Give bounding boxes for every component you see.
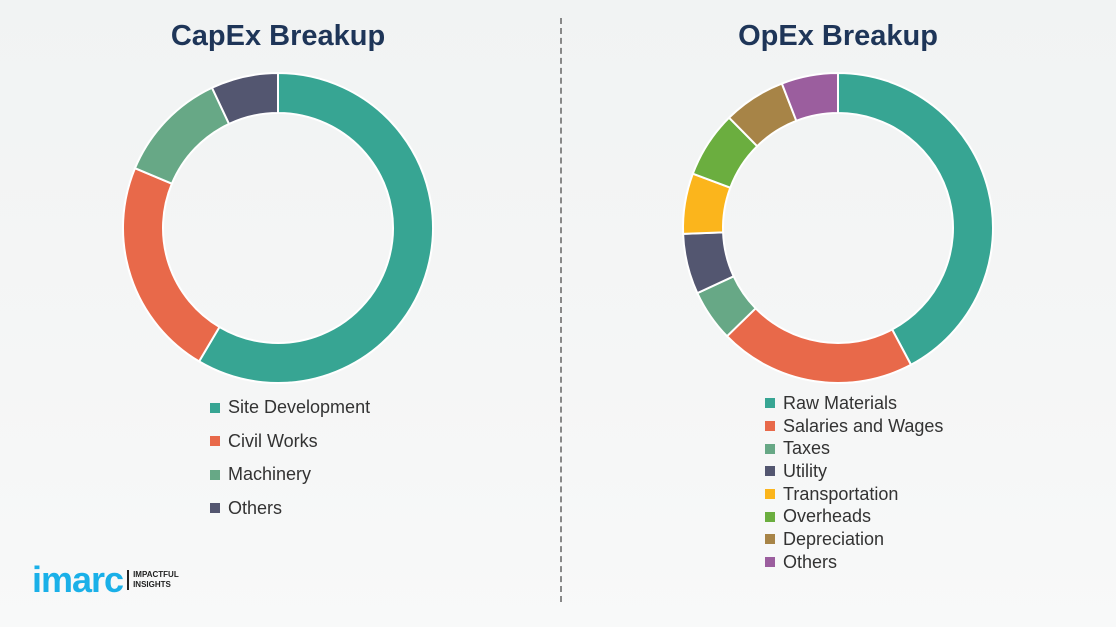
legend-label: Depreciation [783, 528, 885, 549]
legend-swatch [765, 466, 775, 477]
legend-item: Depreciation [765, 528, 943, 551]
legend-item: Machinery [210, 458, 370, 492]
legend-label: Taxes [783, 438, 831, 459]
legend-label: Civil Works [228, 430, 318, 451]
legend-item: Raw Materials [765, 392, 943, 415]
slice-raw-materials [837, 71, 994, 367]
legend-label: Utility [783, 460, 827, 481]
legend-item: Civil Works [210, 425, 370, 459]
legend-swatch [765, 511, 775, 522]
legend-item: Salaries and Wages [765, 415, 943, 438]
legend-swatch [210, 402, 220, 413]
legend-item: Utility [765, 460, 943, 483]
legend-label: Others [783, 551, 838, 572]
divider [560, 18, 562, 602]
legend-item: Taxes [765, 437, 943, 460]
slice-others [210, 71, 279, 126]
legend-label: Machinery [228, 464, 312, 485]
logo-word: imarc [32, 559, 124, 600]
legend-swatch [765, 534, 775, 545]
logo-tagline: IMPACTFUL INSIGHTS [127, 570, 179, 590]
legend-item: Site Development [210, 391, 370, 425]
capex-title: CapEx Breakup [170, 20, 386, 52]
slice-machinery [133, 86, 231, 185]
slice-civil-works [122, 166, 221, 363]
legend-item: Others [210, 492, 370, 526]
slice-site-development [197, 71, 434, 384]
legend-swatch [765, 489, 775, 500]
opex-legend: Raw Materials Salaries and Wages Taxes Util… [765, 392, 943, 574]
legend-label: Transportation [783, 483, 899, 504]
legend-item: Transportation [765, 483, 943, 506]
legend-item: Overheads [765, 505, 943, 528]
slice-others [780, 71, 839, 123]
legend-swatch [210, 503, 220, 514]
legend-label: Site Development [228, 397, 371, 418]
legend-swatch [765, 557, 775, 568]
legend-swatch [210, 469, 220, 480]
legend-swatch [210, 436, 220, 447]
capex-legend: Site Development Civil Works Machinery Othe… [210, 391, 370, 525]
imarc-logo: imarc IMPACTFUL INSIGHTS [32, 562, 179, 598]
legend-swatch [765, 443, 775, 454]
slice-salaries-and-wages [725, 306, 913, 384]
legend-label: Overheads [783, 506, 872, 527]
legend-item: Others [765, 551, 943, 574]
legend-label: Salaries and Wages [783, 415, 944, 436]
legend-label: Others [228, 497, 283, 518]
legend-label: Raw Materials [783, 392, 898, 413]
legend-swatch [765, 398, 775, 409]
legend-swatch [765, 421, 775, 432]
opex-title: OpEx Breakup [738, 20, 938, 52]
